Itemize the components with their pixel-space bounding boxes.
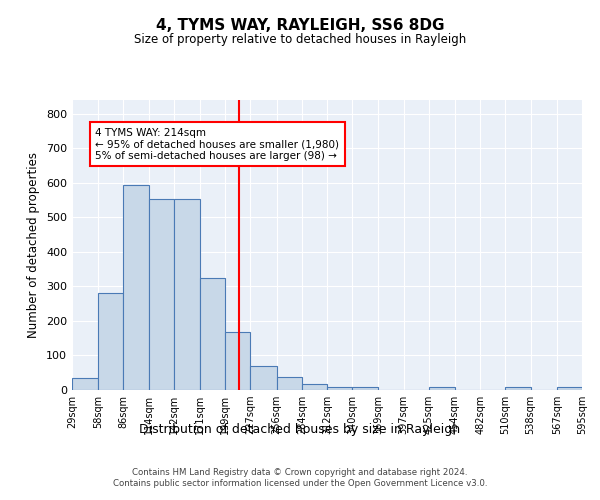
Bar [174,199,200,390]
Bar [505,387,530,390]
Bar [277,377,302,390]
Bar [327,386,352,390]
Bar [557,386,582,390]
Bar [72,378,98,390]
Bar [149,199,174,390]
Bar [429,387,455,390]
Bar [225,332,250,390]
Y-axis label: Number of detached properties: Number of detached properties [28,152,40,338]
Text: 4, TYMS WAY, RAYLEIGH, SS6 8DG: 4, TYMS WAY, RAYLEIGH, SS6 8DG [156,18,444,32]
Text: 4 TYMS WAY: 214sqm
← 95% of detached houses are smaller (1,980)
5% of semi-detac: 4 TYMS WAY: 214sqm ← 95% of detached hou… [95,128,340,161]
Bar [352,386,379,390]
Text: Distribution of detached houses by size in Rayleigh: Distribution of detached houses by size … [139,422,461,436]
Bar [250,366,277,390]
Bar [302,384,327,390]
Bar [124,184,149,390]
Bar [98,294,124,390]
Bar [200,278,225,390]
Text: Contains HM Land Registry data © Crown copyright and database right 2024.
Contai: Contains HM Land Registry data © Crown c… [113,468,487,487]
Text: Size of property relative to detached houses in Rayleigh: Size of property relative to detached ho… [134,32,466,46]
